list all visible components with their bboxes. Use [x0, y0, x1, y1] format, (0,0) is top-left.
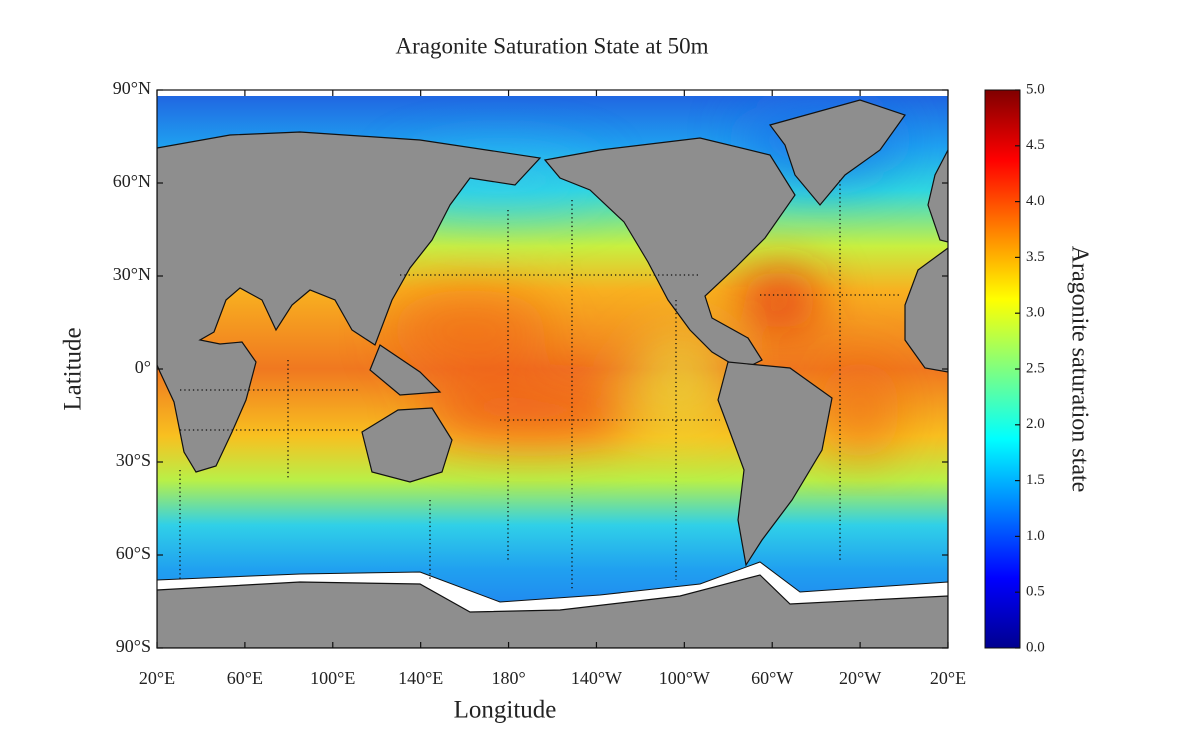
- y-tick-label: 30°N: [113, 264, 151, 284]
- colorbar-tick-label: 0.0: [1026, 639, 1045, 655]
- colorbar-tick-label: 2.5: [1026, 360, 1045, 376]
- colorbar-tick-label: 3.0: [1026, 305, 1045, 321]
- land: [543, 137, 796, 371]
- land: [157, 131, 542, 473]
- colorbar-label: Aragonite saturation state: [1066, 246, 1092, 493]
- y-tick-label: 30°S: [116, 450, 151, 470]
- x-axis-label: Longitude: [454, 697, 557, 724]
- land: [927, 149, 948, 243]
- colorbar-tick-label: 1.0: [1026, 528, 1045, 544]
- land: [717, 361, 833, 567]
- x-tick-label: 100°W: [659, 668, 710, 688]
- x-tick-label: 20°E: [139, 668, 175, 688]
- y-tick-label: 60°S: [116, 543, 151, 563]
- map-title: Aragonite Saturation State at 50m: [396, 33, 709, 58]
- y-tick-label: 90°S: [116, 636, 151, 656]
- colorbar-tick-label: 4.5: [1026, 137, 1045, 153]
- x-tick-label: 20°W: [839, 668, 881, 688]
- land: [369, 344, 442, 396]
- colorbar-tick-label: 5.0: [1026, 81, 1045, 97]
- y-tick-label: 0°: [135, 357, 151, 377]
- x-tick-label: 20°E: [930, 668, 966, 688]
- x-tick-label: 100°E: [310, 668, 355, 688]
- colorbar-tick-label: 1.5: [1026, 472, 1045, 488]
- x-tick-label: 60°W: [751, 668, 793, 688]
- colorbar: [984, 89, 1021, 649]
- colorbar-tick-label: 0.5: [1026, 584, 1045, 600]
- y-tick-label: 90°N: [113, 78, 151, 98]
- land: [361, 407, 453, 483]
- ship-track: [179, 180, 900, 590]
- x-tick-label: 60°E: [227, 668, 263, 688]
- colorbar-tick-label: 4.0: [1026, 193, 1045, 209]
- y-tick-label: 60°N: [113, 171, 151, 191]
- land: [904, 247, 948, 373]
- land: [157, 574, 948, 648]
- colorbar-tick-label: 2.0: [1026, 416, 1045, 432]
- land: [768, 99, 906, 206]
- x-tick-label: 180°: [491, 668, 525, 688]
- y-axis-label: Latitude: [60, 327, 87, 410]
- x-tick-label: 140°E: [398, 668, 443, 688]
- map-area: [157, 90, 948, 648]
- colorbar-tick-label: 3.5: [1026, 249, 1045, 265]
- x-tick-label: 140°W: [571, 668, 622, 688]
